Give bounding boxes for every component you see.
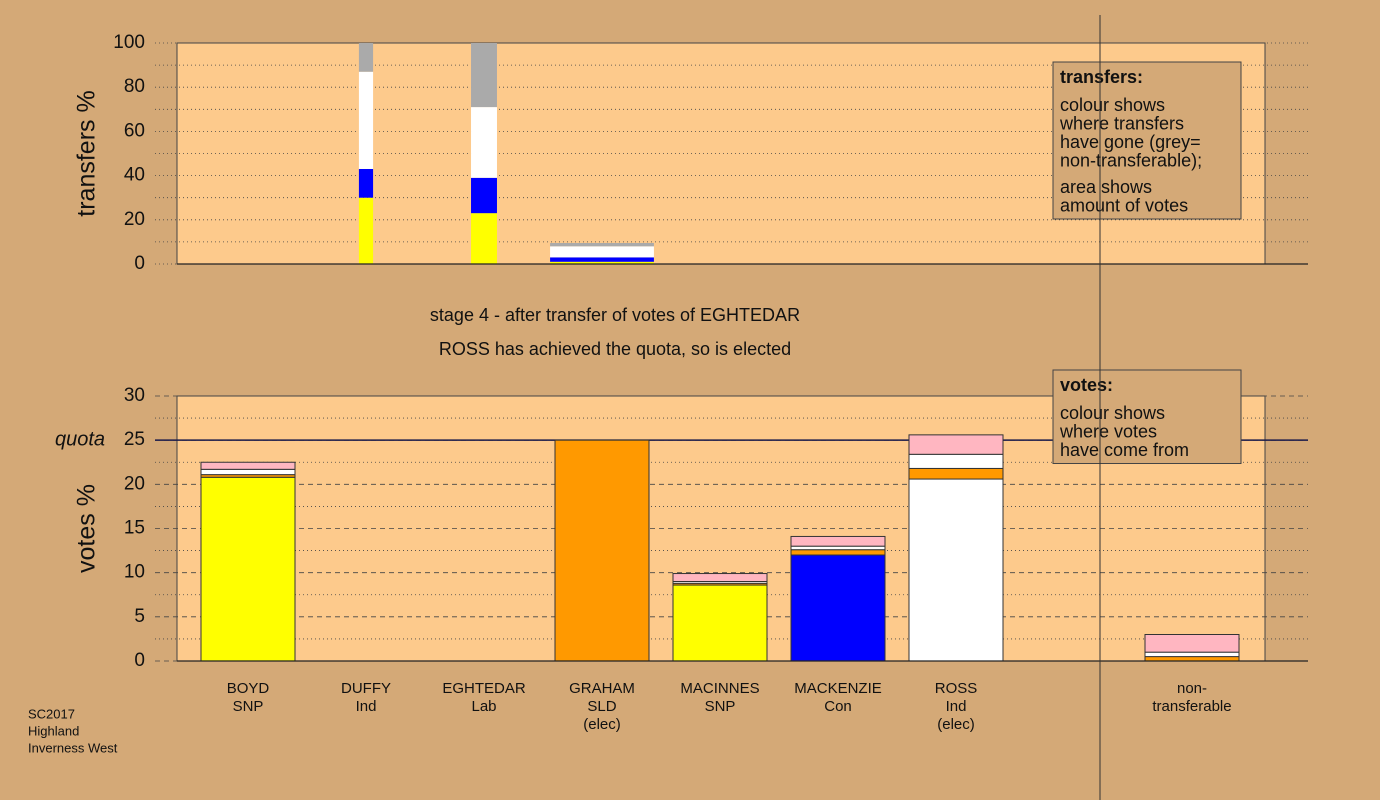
bar-segment xyxy=(908,434,1004,455)
x-tick-label: MACINNES xyxy=(680,680,759,697)
bar-segment xyxy=(358,168,374,198)
bar-segment xyxy=(471,177,497,214)
y-tick-label: 15 xyxy=(124,518,145,539)
stage-text: stage 4 - after transfer of votes of EGH… xyxy=(430,305,800,325)
x-tick-label: SNP xyxy=(233,698,264,715)
x-tick-label: non- xyxy=(1177,680,1207,697)
bar-segment xyxy=(471,213,497,264)
bar-segment xyxy=(200,461,296,470)
bar-segment xyxy=(790,549,886,556)
bar-segment xyxy=(358,197,374,264)
note-line: amount of votes xyxy=(1060,195,1188,215)
bar-segment xyxy=(790,554,886,662)
bar-segment xyxy=(358,43,374,72)
x-tick-label: Ind xyxy=(946,698,967,715)
y-tick-label: 60 xyxy=(124,120,145,141)
x-tick-label: MACKENZIE xyxy=(794,680,882,697)
y-tick-label: 25 xyxy=(124,429,145,450)
bar-segment xyxy=(550,243,654,247)
y-tick-label: 30 xyxy=(124,385,145,406)
bar-segment xyxy=(908,478,1004,662)
y-tick-label: 10 xyxy=(124,562,145,583)
bar-segment xyxy=(1144,634,1240,653)
note-title: transfers: xyxy=(1060,67,1143,87)
note-line: non-transferable); xyxy=(1060,150,1202,170)
y-tick-label: 5 xyxy=(134,606,145,627)
y-axis-label: transfers % xyxy=(73,90,101,216)
bar-segment xyxy=(200,476,296,662)
note-title: votes: xyxy=(1060,375,1113,395)
bar-segment xyxy=(550,246,654,258)
x-tick-label: (elec) xyxy=(583,716,621,733)
footer-text: SC2017 xyxy=(28,706,75,721)
y-tick-label: 0 xyxy=(134,253,145,274)
y-tick-label: 80 xyxy=(124,76,145,97)
bar-segment xyxy=(550,257,654,262)
quota-label: quota xyxy=(55,428,105,450)
stage-text: ROSS has achieved the quota, so is elect… xyxy=(439,339,791,359)
y-tick-label: 20 xyxy=(124,473,145,494)
bar-segment xyxy=(554,439,650,662)
x-tick-label: Ind xyxy=(356,698,377,715)
bar-segment xyxy=(471,43,497,108)
bar-segment xyxy=(790,535,886,547)
y-tick-label: 100 xyxy=(113,32,145,53)
y-tick-label: 0 xyxy=(134,650,145,671)
x-tick-label: ROSS xyxy=(935,680,978,697)
bar-segment xyxy=(550,261,654,264)
bar-segment xyxy=(672,584,768,662)
note-line: colour shows xyxy=(1060,403,1165,423)
note-line: colour shows xyxy=(1060,95,1165,115)
x-tick-label: BOYD xyxy=(227,680,270,697)
x-tick-label: Con xyxy=(824,698,852,715)
x-tick-label: GRAHAM xyxy=(569,680,635,697)
bar-segment xyxy=(358,71,374,169)
note-line: where votes xyxy=(1059,421,1157,441)
footer-text: Highland xyxy=(28,723,79,738)
x-tick-label: transferable xyxy=(1152,698,1231,715)
x-tick-label: DUFFY xyxy=(341,680,391,697)
note-line: area shows xyxy=(1060,177,1152,197)
x-tick-label: SNP xyxy=(705,698,736,715)
note-line: have gone (grey= xyxy=(1060,132,1201,152)
bar-segment xyxy=(790,545,886,551)
x-tick-label: (elec) xyxy=(937,716,975,733)
bar-segment xyxy=(200,468,296,476)
y-axis-label: votes % xyxy=(73,484,101,573)
note-box xyxy=(1052,61,1242,220)
y-tick-label: 20 xyxy=(124,209,145,230)
y-tick-label: 40 xyxy=(124,165,145,186)
footer-text: Inverness West xyxy=(28,740,118,755)
bar-segment xyxy=(1144,656,1240,662)
x-tick-label: Lab xyxy=(471,698,496,715)
bar-segment xyxy=(471,107,497,178)
x-tick-label: EGHTEDAR xyxy=(442,680,526,697)
bar-segment xyxy=(672,573,768,582)
note-box xyxy=(1052,369,1242,464)
x-tick-label: SLD xyxy=(587,698,616,715)
bar-segment xyxy=(908,467,1004,480)
note-line: where transfers xyxy=(1059,113,1184,133)
bar-segment xyxy=(1144,651,1240,658)
note-line: have come from xyxy=(1060,440,1189,460)
bar-segment xyxy=(908,453,1004,469)
